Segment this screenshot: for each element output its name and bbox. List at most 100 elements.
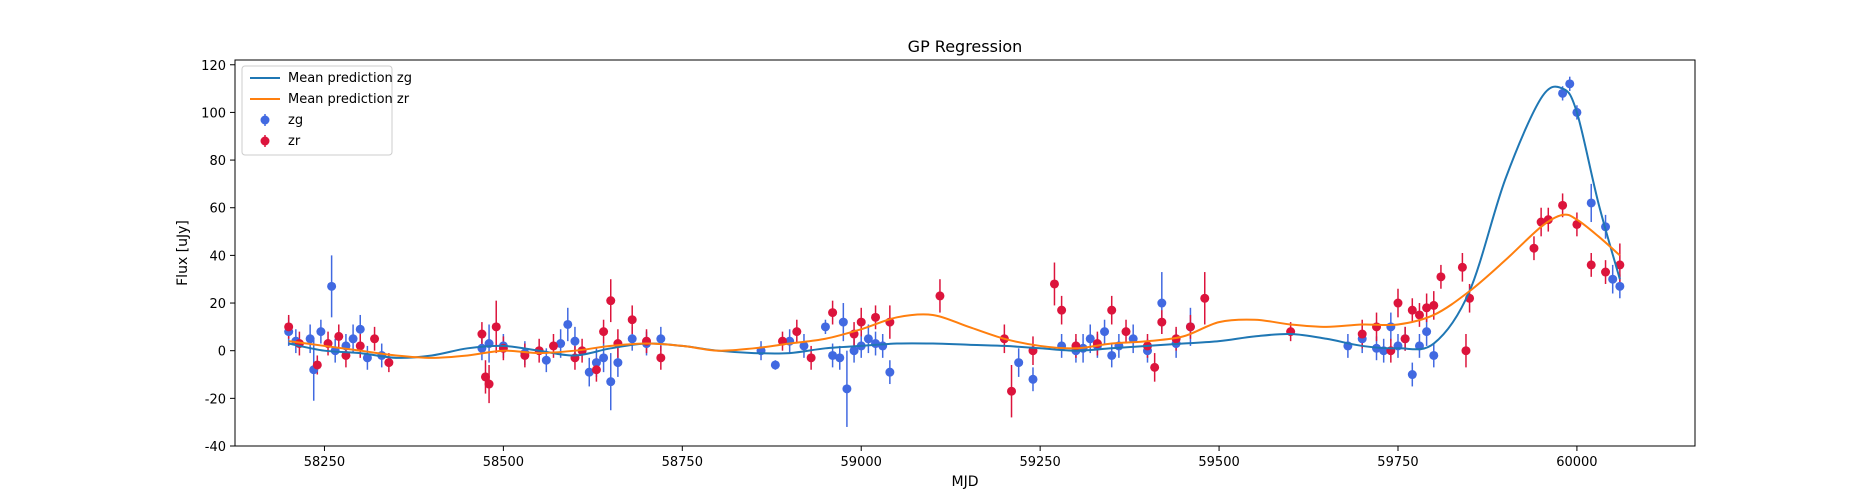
- data-point-zr: [1400, 334, 1410, 344]
- data-point-zr: [1429, 300, 1439, 310]
- data-point-zg: [799, 341, 809, 351]
- data-point-zg: [1100, 327, 1110, 337]
- data-point-zg: [1586, 198, 1596, 208]
- data-point-zr: [1007, 386, 1017, 396]
- data-point-zg: [835, 353, 845, 363]
- data-point-zg: [1422, 327, 1432, 337]
- plot-layer: [284, 76, 1625, 427]
- data-point-zr: [480, 372, 490, 382]
- y-tick-label: -40: [205, 440, 226, 455]
- data-point-zr: [477, 329, 487, 339]
- data-point-zg: [541, 355, 551, 365]
- data-point-zg: [838, 317, 848, 327]
- data-point-zr: [1121, 327, 1131, 337]
- data-point-zg: [316, 327, 326, 337]
- data-point-zr: [1393, 298, 1403, 308]
- data-point-zr: [1107, 305, 1117, 315]
- legend-label-zr: zr: [288, 134, 301, 149]
- data-point-zg: [863, 334, 873, 344]
- data-point-zg: [1107, 350, 1117, 360]
- data-point-zg: [362, 353, 372, 363]
- data-point-zr: [484, 379, 494, 389]
- data-point-zr: [384, 358, 394, 368]
- y-tick-label: 60: [209, 202, 226, 217]
- data-point-zg: [1085, 334, 1095, 344]
- x-tick-label: 58250: [304, 455, 345, 470]
- chart-title: GP Regression: [908, 37, 1023, 56]
- y-axis: -40 -20 0 20 40 60 80 100 120: [201, 59, 235, 455]
- data-point-zg: [1028, 374, 1038, 384]
- data-point-zr: [871, 312, 881, 322]
- y-tick-label: 40: [209, 249, 226, 264]
- data-point-zr: [828, 308, 838, 318]
- legend-label-zg-mean: Mean prediction zg: [288, 71, 412, 86]
- data-point-zg: [1386, 322, 1396, 332]
- data-point-zg: [327, 281, 337, 291]
- data-point-zr: [627, 315, 637, 325]
- data-point-zr: [591, 365, 601, 375]
- data-point-zg: [849, 346, 859, 356]
- data-point-zg: [1565, 79, 1575, 89]
- y-tick-label: 120: [201, 59, 226, 74]
- x-tick-label: 58750: [662, 455, 703, 470]
- data-point-zr: [1558, 200, 1568, 210]
- data-point-zg: [1615, 281, 1625, 291]
- data-point-zr: [856, 317, 866, 327]
- data-point-zg: [1608, 274, 1618, 284]
- data-point-zr: [1601, 267, 1611, 277]
- x-tick-label: 59250: [1019, 455, 1060, 470]
- data-point-zr: [370, 334, 380, 344]
- mean-line-zr: [288, 213, 1621, 359]
- data-point-zr: [1157, 317, 1167, 327]
- data-point-zr: [491, 322, 501, 332]
- data-point-zr: [1357, 329, 1367, 339]
- data-point-zg: [348, 334, 358, 344]
- data-point-zg: [606, 377, 616, 387]
- y-axis-label: Flux [uJy]: [175, 220, 191, 286]
- data-point-zg: [656, 334, 666, 344]
- x-tick-label: 58500: [483, 455, 524, 470]
- data-point-zr: [284, 322, 294, 332]
- data-point-zg: [627, 334, 637, 344]
- data-point-zr: [1422, 303, 1432, 313]
- data-point-zg: [1128, 334, 1138, 344]
- x-tick-label: 59500: [1198, 455, 1239, 470]
- data-point-zr: [1586, 260, 1596, 270]
- data-point-zg: [563, 319, 573, 329]
- data-point-zg: [828, 350, 838, 360]
- data-point-zr: [1185, 322, 1195, 332]
- x-tick-label: 59000: [841, 455, 882, 470]
- data-point-zr: [355, 341, 365, 351]
- data-point-zg: [556, 339, 566, 349]
- x-axis: 58250 58500 58750 59000 59250 59500 59750 60000: [304, 446, 1598, 470]
- data-point-zg: [885, 367, 895, 377]
- data-point-zg: [1558, 88, 1568, 98]
- data-point-zr: [599, 327, 609, 337]
- data-point-zr: [548, 341, 558, 351]
- data-point-zr: [1529, 243, 1539, 253]
- axes-frame: [234, 59, 1696, 447]
- legend-marker-zg: [260, 115, 270, 125]
- data-point-zr: [1436, 272, 1446, 282]
- data-point-zg: [820, 322, 830, 332]
- data-point-zr: [334, 331, 344, 341]
- data-point-zr: [1461, 346, 1471, 356]
- legend-box: [241, 65, 393, 156]
- legend: Mean prediction zg Mean prediction zr zg…: [241, 65, 412, 156]
- data-point-zg: [355, 324, 365, 334]
- data-point-zr: [606, 296, 616, 306]
- data-point-zr: [1457, 262, 1467, 272]
- data-point-zr: [806, 353, 816, 363]
- data-point-zg: [1407, 370, 1417, 380]
- y-tick-label: -20: [205, 392, 226, 407]
- x-tick-label: 60000: [1556, 455, 1597, 470]
- data-point-zg: [613, 358, 623, 368]
- mean-line-zg: [288, 85, 1621, 359]
- data-point-zr: [1150, 362, 1160, 372]
- data-point-zr: [1615, 260, 1625, 270]
- data-point-zg: [1429, 350, 1439, 360]
- y-tick-label: 80: [209, 154, 226, 169]
- data-point-zg: [591, 358, 601, 368]
- x-tick-label: 59750: [1377, 455, 1418, 470]
